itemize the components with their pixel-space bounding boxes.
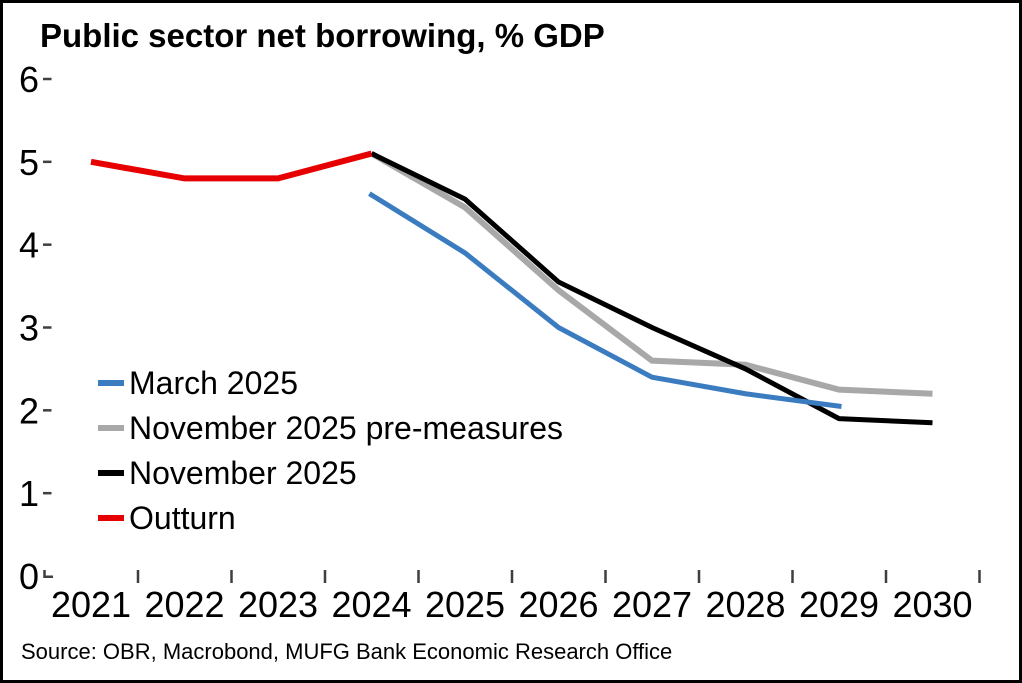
y-axis-tick — [43, 77, 52, 81]
x-axis-tick — [978, 570, 981, 583]
line-chart: 0 1 2 3 4 5 6 2021 2022 2023 2024 2025 2026 2027 2028 2… — [19, 59, 981, 625]
x-axis-tick — [230, 570, 233, 583]
x-axis-label: 2029 — [799, 584, 879, 625]
y-axis-label: 6 — [19, 59, 39, 100]
x-axis-tick — [791, 570, 794, 583]
legend-item: November 2025 pre-measures — [98, 405, 563, 450]
x-axis-label: 2023 — [238, 584, 318, 625]
x-axis-label: 2024 — [331, 584, 411, 625]
chart-title: Public sector net borrowing, % GDP — [40, 17, 605, 54]
x-axis-tick — [884, 570, 888, 583]
source-note: Source: OBR, Macrobond, MUFG Bank Econom… — [21, 639, 673, 664]
x-axis-tick — [136, 570, 140, 583]
axis-corner — [43, 570, 53, 578]
x-axis-label: 2021 — [51, 584, 131, 625]
legend-swatch-icon — [98, 469, 124, 476]
legend-item: March 2025 — [98, 360, 563, 405]
y-axis-tick — [43, 491, 52, 495]
x-axis-label: 2027 — [612, 584, 692, 625]
legend-swatch-icon — [98, 514, 124, 521]
legend-label: November 2025 pre-measures — [129, 409, 563, 446]
chart-legend: March 2025 November 2025 pre-measures Nove… — [98, 360, 563, 540]
legend-label: Outturn — [129, 499, 236, 536]
series-line-november-2025-pre-measures — [370, 150, 933, 397]
legend-label: March 2025 — [129, 364, 298, 401]
y-axis-tick — [43, 160, 52, 164]
legend-swatch-icon — [98, 424, 124, 431]
y-axis-tick — [43, 326, 52, 329]
legend-swatch-icon — [98, 379, 124, 386]
y-axis-label: 4 — [19, 225, 39, 266]
x-axis-label: 2026 — [518, 584, 598, 625]
x-axis-tick — [604, 570, 607, 583]
x-axis-tick — [417, 570, 420, 583]
x-axis-tick — [323, 570, 327, 583]
y-axis-label: 0 — [19, 556, 39, 597]
legend-item: November 2025 — [98, 450, 563, 495]
y-axis-tick — [43, 243, 52, 246]
y-axis-tick — [43, 409, 52, 412]
legend-label: November 2025 — [129, 454, 357, 491]
series-line-march-2025 — [368, 191, 842, 409]
x-axis-label: 2022 — [144, 584, 224, 625]
x-axis-tick — [697, 570, 701, 583]
y-axis-label: 5 — [19, 142, 39, 183]
series-line-outturn — [90, 150, 373, 182]
legend-item: Outturn — [98, 495, 563, 540]
x-axis-label: 2030 — [892, 584, 972, 625]
x-axis-tick — [510, 570, 514, 583]
series-line-november-2025 — [370, 151, 933, 426]
x-axis-label: 2028 — [705, 584, 785, 625]
y-axis-label: 3 — [19, 308, 39, 349]
y-axis-label: 1 — [19, 473, 39, 514]
x-axis-label: 2025 — [425, 584, 505, 625]
y-axis-label: 2 — [19, 390, 39, 431]
